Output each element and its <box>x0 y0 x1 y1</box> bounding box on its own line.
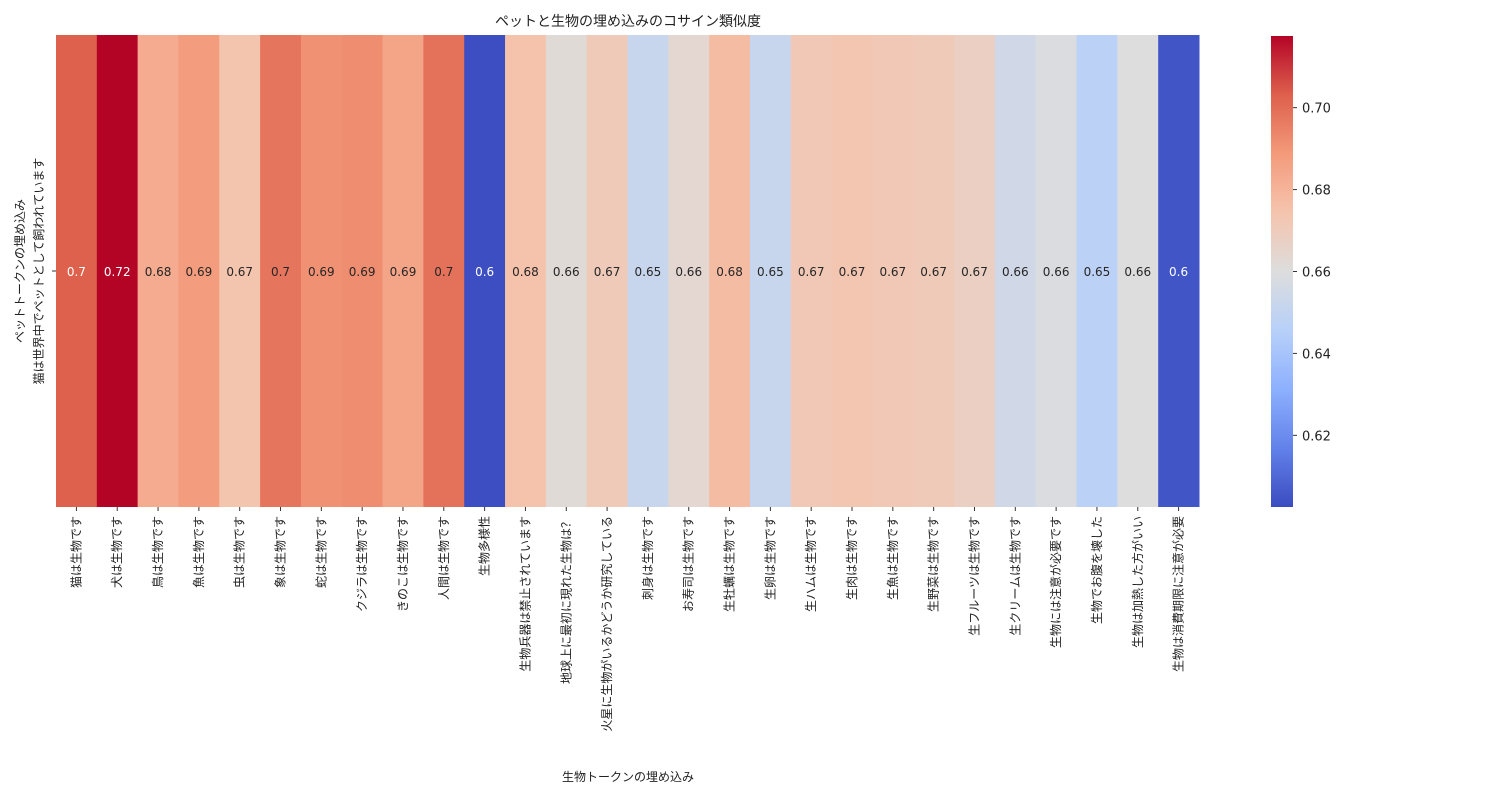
heatmap-cell <box>464 35 506 507</box>
x-tick-label: 人間は生物です <box>437 516 451 600</box>
colorbar-tick-label: 0.68 <box>1302 184 1331 199</box>
cell-annotation: 0.66 <box>1124 265 1151 279</box>
cell-annotation: 0.69 <box>186 265 213 279</box>
x-tick-label: 生ハムは生物です <box>804 516 818 612</box>
heatmap-cell <box>260 35 302 507</box>
heatmap-cell <box>1158 35 1200 507</box>
x-tick-label: 魚は生物です <box>192 516 206 588</box>
colorbar-tick-label: 0.64 <box>1302 347 1331 362</box>
x-tick-label: きのこは生物です <box>396 516 410 612</box>
cell-annotation: 0.66 <box>553 265 580 279</box>
heatmap-cell <box>423 35 465 507</box>
heatmap-cells: 0.7 0.72 0.68 0.69 0.67 0.7 0.69 0.69 0.69 0.7 0.6… <box>56 35 1200 507</box>
x-tick-labels: 猫は生物です 犬は生物です 鳥は生物です 魚は生物です 虫は生物です 象は生物です 蛇は生物… <box>69 507 1186 732</box>
cell-annotation: 0.67 <box>961 265 988 279</box>
heatmap-cell <box>709 35 751 507</box>
colorbar: 0.62 0.64 0.66 0.68 0.70 <box>1271 36 1331 507</box>
heatmap-cell <box>219 35 261 507</box>
x-tick-label: 生物は消費期限に注意が必要 <box>1171 516 1186 672</box>
cell-annotation: 0.67 <box>226 265 253 279</box>
heatmap-cell <box>341 35 384 507</box>
heatmap-cell <box>954 35 996 507</box>
cell-annotation: 0.66 <box>1043 265 1070 279</box>
cell-annotation: 0.7 <box>67 265 86 279</box>
heatmap-cell <box>831 35 873 507</box>
x-tick-label: 生物でお腹を壊した <box>1090 516 1104 624</box>
x-tick-label: 鳥は生物です <box>150 516 165 588</box>
y-tick-labels: 猫は世界中でペットとして飼われています <box>31 158 56 385</box>
x-tick-label: 生野菜は生物です <box>927 516 941 612</box>
heatmap-cell <box>627 35 669 507</box>
x-tick-label: クジラは生物です <box>355 516 369 612</box>
cell-annotation: 0.7 <box>271 265 290 279</box>
x-tick-label: 刺身は生物です <box>640 516 655 600</box>
x-tick-label: 虫は生物です <box>233 516 247 588</box>
heatmap-cell <box>96 35 139 507</box>
heatmap-cell <box>668 35 710 507</box>
cell-annotation: 0.65 <box>1084 265 1111 279</box>
heatmap-cell <box>1117 35 1159 507</box>
cell-annotation: 0.67 <box>879 265 906 279</box>
cell-annotation: 0.69 <box>349 265 376 279</box>
x-tick-label: お寿司は生物です <box>682 516 696 612</box>
x-tick-label: 生物には注意が必要です <box>1048 516 1063 648</box>
cell-annotation: 0.6 <box>475 265 494 279</box>
x-tick-label: 生卵は生物です <box>763 516 777 600</box>
x-axis-label: 生物トークンの埋め込み <box>562 770 694 784</box>
x-tick-label: 象は生物です <box>274 516 288 588</box>
cell-annotation: 0.69 <box>308 265 335 279</box>
heatmap-cell <box>913 35 955 507</box>
colorbar-tick-label: 0.62 <box>1302 429 1331 444</box>
cell-annotation: 0.68 <box>145 265 172 279</box>
cell-annotation: 0.65 <box>635 265 662 279</box>
colorbar-tick-label: 0.66 <box>1302 266 1331 281</box>
colorbar-gradient <box>1271 36 1293 507</box>
heatmap-cell <box>545 35 588 507</box>
x-tick-label: 猫は生物です <box>69 516 83 588</box>
x-tick-label: 生牡蠣は生物です <box>722 516 737 612</box>
heatmap-cell <box>178 35 220 507</box>
x-tick-label: 生魚は生物です <box>886 516 900 600</box>
x-tick-label: 犬は生物です <box>110 516 124 588</box>
heatmap-cell <box>790 35 833 507</box>
heatmap-cell <box>586 35 628 507</box>
y-tick-label: 猫は世界中でペットとして飼われています <box>31 158 46 385</box>
heatmap-cell <box>382 35 424 507</box>
x-tick-label: 生クリームは生物です <box>1008 516 1022 636</box>
cell-annotation: 0.6 <box>1169 265 1188 279</box>
cell-annotation: 0.67 <box>839 265 866 279</box>
y-axis-label: ペットトークンの埋め込み <box>13 199 27 343</box>
heatmap-cell <box>994 35 1037 507</box>
cell-annotation: 0.67 <box>594 265 621 279</box>
cell-annotation: 0.68 <box>716 265 743 279</box>
cell-annotation: 0.69 <box>390 265 417 279</box>
cell-annotation: 0.67 <box>920 265 947 279</box>
cell-annotation: 0.66 <box>675 265 702 279</box>
heatmap-cell <box>56 35 98 507</box>
x-tick-label: 地球上に最初に現れた生物は？ <box>559 516 573 684</box>
heatmap-cell <box>300 35 343 507</box>
x-tick-label: 火星に生物がいるかどうか研究している <box>599 516 614 732</box>
chart-title: ペットと生物の埋め込みのコサイン類似度 <box>495 14 761 30</box>
x-tick-label: 生物は加熱した方がいい <box>1130 516 1145 648</box>
cell-annotation: 0.7 <box>434 265 453 279</box>
heatmap-cell <box>1076 35 1118 507</box>
heatmap-cell <box>872 35 914 507</box>
heatmap-cell <box>137 35 179 507</box>
colorbar-tick-label: 0.70 <box>1302 102 1331 117</box>
x-tick-label: 生物多様性 <box>478 516 492 576</box>
heatmap-cell <box>505 35 547 507</box>
x-tick-label: 蛇は生物です <box>313 516 328 588</box>
heatmap-cell <box>749 35 792 507</box>
x-tick-label: 生物兵器は禁止されています <box>518 516 532 672</box>
x-tick-label: 生肉は生物です <box>845 516 859 600</box>
heatmap-cell <box>1035 35 1078 507</box>
cell-annotation: 0.66 <box>1002 265 1029 279</box>
cell-annotation: 0.65 <box>757 265 784 279</box>
cell-annotation: 0.67 <box>798 265 825 279</box>
cell-annotation: 0.68 <box>512 265 539 279</box>
x-tick-label: 生フルーツは生物です <box>967 516 981 636</box>
cell-annotation: 0.72 <box>104 265 131 279</box>
